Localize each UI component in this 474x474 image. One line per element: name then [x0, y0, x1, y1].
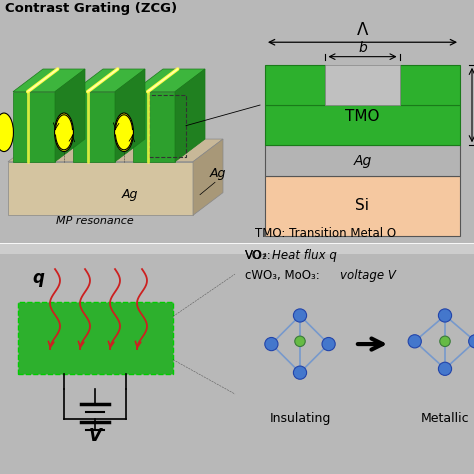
Circle shape: [265, 337, 278, 351]
Text: voltage V: voltage V: [340, 269, 396, 282]
Circle shape: [438, 362, 452, 375]
Text: TMO: Transition Metal O: TMO: Transition Metal O: [255, 227, 396, 240]
Text: Λ: Λ: [357, 21, 368, 39]
Text: ₂: ₂: [263, 249, 267, 259]
Bar: [400, 65, 460, 105]
Text: Ag: Ag: [354, 154, 372, 168]
Circle shape: [408, 335, 421, 348]
Polygon shape: [73, 91, 115, 162]
Polygon shape: [13, 91, 55, 162]
Text: Metallic: Metallic: [421, 412, 469, 425]
Polygon shape: [13, 69, 85, 91]
Polygon shape: [133, 91, 175, 162]
Ellipse shape: [0, 113, 13, 152]
Bar: [265, 105, 460, 145]
Polygon shape: [8, 139, 223, 162]
Ellipse shape: [55, 113, 73, 152]
Text: VO₂:: VO₂:: [245, 249, 274, 262]
Bar: [265, 176, 460, 236]
Text: MP resonance: MP resonance: [56, 217, 134, 227]
Text: VO: VO: [245, 249, 262, 262]
Text: cWO₃, MoO₃:: cWO₃, MoO₃:: [245, 269, 323, 282]
Bar: [265, 145, 460, 176]
Circle shape: [440, 336, 450, 346]
Circle shape: [322, 337, 335, 351]
Text: Ag: Ag: [210, 167, 227, 180]
Text: Si: Si: [356, 199, 370, 213]
Circle shape: [469, 335, 474, 348]
Text: Insulating: Insulating: [269, 412, 331, 425]
Text: Ag: Ag: [122, 188, 138, 201]
Polygon shape: [8, 162, 193, 215]
Circle shape: [438, 309, 452, 322]
Text: TMO: TMO: [345, 109, 380, 124]
Bar: [18, 302, 173, 374]
Text: b: b: [358, 41, 367, 55]
Bar: [149, 95, 186, 156]
Circle shape: [293, 309, 307, 322]
Polygon shape: [193, 139, 223, 215]
Polygon shape: [73, 69, 145, 91]
Text: q: q: [32, 269, 44, 287]
Circle shape: [295, 336, 305, 346]
Polygon shape: [115, 69, 145, 162]
Text: Contrast Grating (ZCG): Contrast Grating (ZCG): [5, 2, 177, 15]
Bar: [326, 65, 400, 105]
Text: V: V: [89, 427, 102, 445]
Ellipse shape: [115, 113, 134, 152]
Circle shape: [293, 366, 307, 379]
Bar: [265, 65, 326, 105]
Text: Heat flux q: Heat flux q: [272, 249, 337, 262]
Polygon shape: [133, 69, 205, 91]
Polygon shape: [175, 69, 205, 162]
Bar: [0, 244, 474, 254]
Polygon shape: [55, 69, 85, 162]
